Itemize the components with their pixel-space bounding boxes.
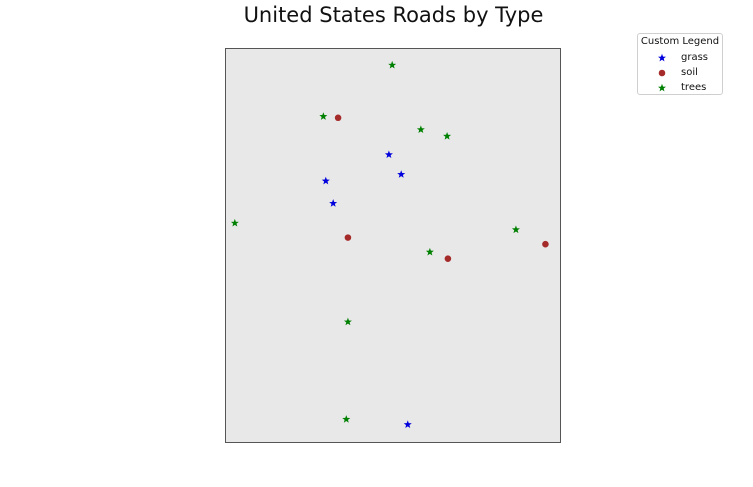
circle-icon (658, 69, 666, 77)
map-point-soil (542, 240, 549, 248)
map-point-soil (444, 255, 452, 262)
map-point-grass (384, 150, 393, 159)
map-point-soil (344, 234, 352, 241)
map-point-trees (319, 112, 328, 120)
map-point-trees (388, 60, 397, 69)
map-point-grass (403, 420, 412, 428)
star-icon (658, 83, 666, 92)
map-area (225, 48, 561, 443)
map-point-trees (416, 125, 425, 134)
map-point-grass (397, 170, 406, 178)
legend-item-soil: soil (638, 67, 722, 81)
map-point-grass (321, 176, 330, 185)
legend-title: Custom Legend (640, 36, 720, 47)
map-point-trees (443, 132, 452, 140)
map-point-soil (334, 114, 342, 122)
map-point-trees (511, 225, 520, 234)
map-point-trees (425, 247, 434, 256)
map-point-trees (343, 317, 352, 326)
legend-label-trees: trees (681, 82, 707, 93)
map-point-trees (342, 415, 351, 423)
legend-label-grass: grass (681, 52, 709, 63)
map-point-trees (230, 218, 239, 227)
legend: Custom Legend grass soil trees (637, 33, 723, 95)
map-title: United States Roads by Type (243, 3, 544, 27)
legend-item-grass: grass (638, 52, 722, 66)
star-icon (658, 53, 666, 62)
legend-label-soil: soil (681, 67, 698, 78)
legend-item-trees: trees (638, 82, 722, 96)
map-point-grass (329, 199, 338, 207)
